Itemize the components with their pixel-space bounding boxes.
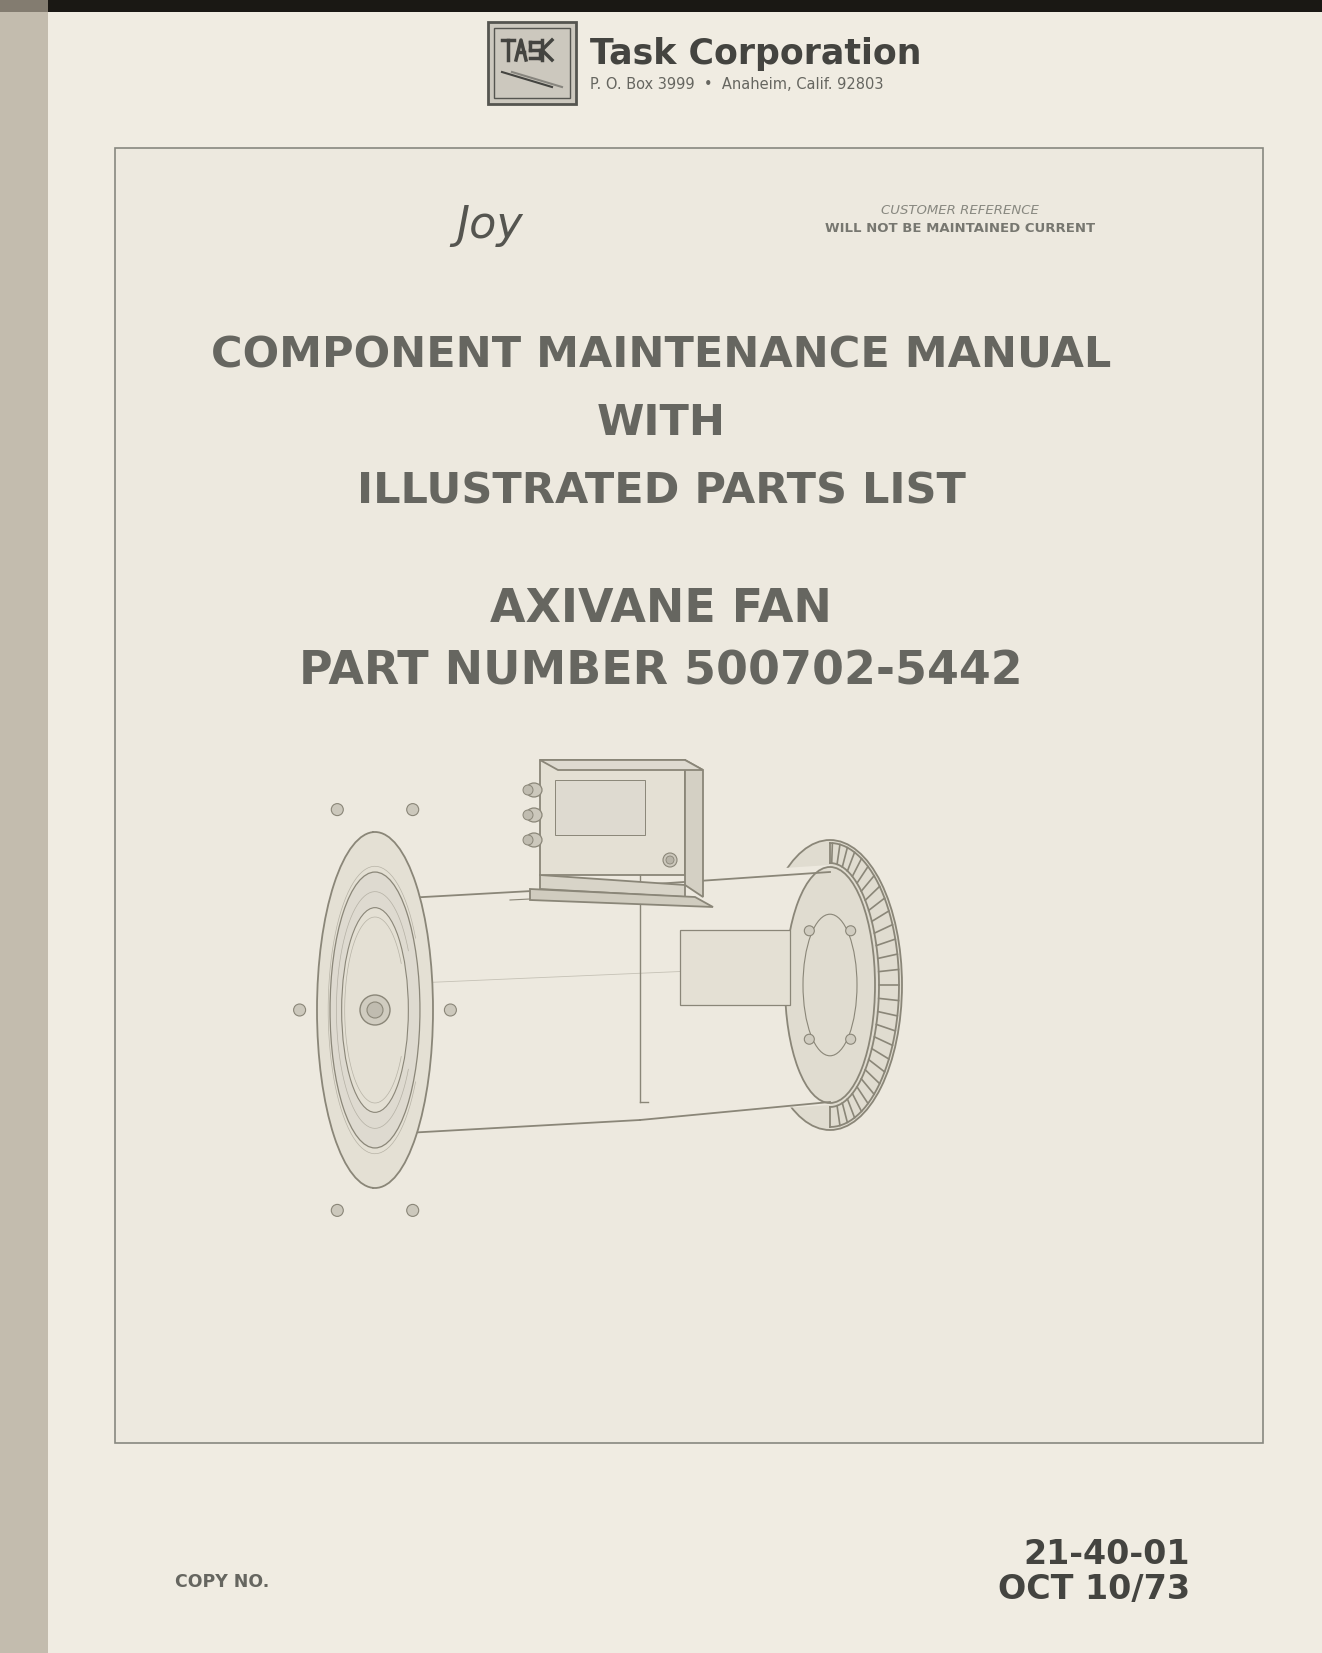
Ellipse shape [360,995,390,1025]
Ellipse shape [524,835,533,845]
Text: Task Corporation: Task Corporation [590,36,921,71]
Polygon shape [539,874,685,898]
Polygon shape [685,760,703,898]
Text: COMPONENT MAINTENANCE MANUAL: COMPONENT MAINTENANCE MANUAL [212,334,1110,375]
Bar [555,780,645,835]
Ellipse shape [524,810,533,820]
Ellipse shape [526,833,542,846]
Circle shape [407,1205,419,1217]
Circle shape [293,1003,305,1017]
Ellipse shape [330,873,420,1147]
Circle shape [407,803,419,815]
Polygon shape [539,760,703,770]
Circle shape [444,1003,456,1017]
Circle shape [846,1035,855,1045]
Ellipse shape [785,868,875,1103]
Circle shape [664,853,677,868]
Text: WILL NOT BE MAINTAINED CURRENT: WILL NOT BE MAINTAINED CURRENT [825,222,1095,235]
Polygon shape [370,865,830,1136]
Bar [115,149,1263,1443]
Ellipse shape [317,831,434,1189]
Text: 21-40-01: 21-40-01 [1023,1539,1190,1572]
Text: AXIVANE FAN: AXIVANE FAN [490,587,832,633]
Text: WITH: WITH [596,402,726,445]
Bar [494,28,570,98]
Bar [488,21,576,104]
Polygon shape [370,869,830,1131]
Bar [0,0,48,1653]
Text: ILLUSTRATED PARTS LIST: ILLUSTRATED PARTS LIST [357,469,965,512]
Ellipse shape [341,907,408,1112]
Ellipse shape [526,808,542,822]
Circle shape [804,1035,814,1045]
Text: COPY NO.: COPY NO. [175,1574,270,1590]
Bar [0,0,1322,12]
Circle shape [846,926,855,936]
Ellipse shape [524,785,533,795]
Circle shape [804,926,814,936]
Bar [539,760,685,874]
Polygon shape [530,889,713,907]
Text: OCT 10/73: OCT 10/73 [998,1574,1190,1607]
Circle shape [332,1205,344,1217]
Ellipse shape [526,784,542,797]
Ellipse shape [758,840,902,1131]
Bar [680,931,791,1005]
Circle shape [332,803,344,815]
Text: P. O. Box 3999  •  Anaheim, Calif. 92803: P. O. Box 3999 • Anaheim, Calif. 92803 [590,76,883,91]
Text: CUSTOMER REFERENCE: CUSTOMER REFERENCE [880,203,1039,217]
Text: Joy: Joy [456,203,524,246]
Circle shape [666,856,674,865]
Text: PART NUMBER 500702-5442: PART NUMBER 500702-5442 [299,650,1023,694]
Ellipse shape [368,1002,383,1018]
